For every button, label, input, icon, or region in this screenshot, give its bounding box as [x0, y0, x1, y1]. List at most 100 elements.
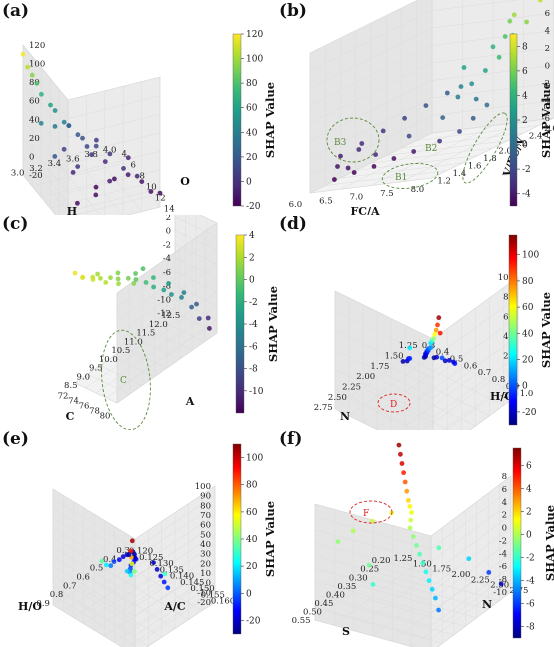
grid-line-z [52, 563, 216, 617]
data-point [148, 189, 154, 194]
data-point [107, 151, 113, 157]
z-tick-label: 40 [29, 115, 40, 125]
data-point [99, 558, 105, 564]
z-tick-label: 10 [200, 569, 211, 579]
data-point [133, 277, 139, 282]
z-tick-label: -8 [163, 282, 171, 292]
data-point [48, 102, 53, 108]
colorbar-tick-label: -2 [526, 553, 535, 563]
data-point [139, 179, 145, 185]
data-point [107, 178, 113, 184]
data-point [345, 165, 351, 171]
z-tick-label: 70 [200, 511, 211, 521]
z-tick-label: -2 [163, 240, 171, 250]
data-point [496, 54, 502, 60]
z-tick-label: -4 [163, 254, 171, 264]
x-tick-label: 2.50 [328, 393, 347, 403]
data-point [486, 570, 492, 575]
colorbar-tick-label: -20 [246, 202, 261, 212]
data-point [38, 120, 44, 126]
grid-line-z [116, 299, 218, 390]
data-point [140, 266, 146, 272]
y-tick-label: 10.0 [99, 355, 118, 365]
data-point [112, 176, 117, 182]
x-tick-label: 3.2 [29, 164, 43, 174]
grid-line-z [116, 271, 218, 362]
annotation-ellipse [326, 117, 380, 163]
points-d [400, 315, 458, 366]
y-tick-label: 11.5 [136, 329, 155, 339]
colorbar-tick-label: 4 [249, 231, 255, 241]
grid-line-z [52, 582, 216, 636]
grid-line-z [52, 495, 216, 549]
z-tick-label: 60 [200, 521, 211, 531]
grid-line-z [52, 601, 216, 647]
colorbar [508, 234, 518, 426]
colorbar-tick-label: 100 [246, 454, 263, 464]
grid-line-z [309, 0, 419, 54]
data-point [108, 275, 113, 281]
z-tick-label: 0 [206, 579, 211, 589]
data-point [70, 170, 76, 175]
data-point [537, 0, 543, 3]
y-tick-label: 0.145 [180, 578, 204, 588]
data-point [98, 275, 103, 281]
colorbar-tick-label: 100 [522, 251, 539, 261]
annotation-D: D [377, 393, 411, 413]
z-tick-label: 2 [166, 215, 171, 223]
data-point [435, 322, 440, 328]
z-tick-label: 0 [29, 152, 34, 162]
colorbar-tick-label: -20 [522, 408, 537, 418]
z-tick-label: 20 [503, 352, 514, 362]
data-point [420, 560, 426, 566]
x-tick-label: 0.8 [50, 590, 64, 600]
colorbar-tick-label: 0 [249, 276, 255, 286]
x-axis-label: N [340, 410, 350, 423]
data-point [128, 572, 134, 578]
scatter3d-f: 0.200.250.300.350.400.450.500.551.251.50… [279, 430, 554, 647]
x-tick-label: 74 [68, 396, 79, 406]
colorbar-tick-label: -20 [246, 616, 261, 626]
y-tick-label: 12.0 [149, 320, 168, 330]
x-tick-label: 0.40 [326, 590, 345, 600]
grid-line-z [116, 216, 218, 307]
y-tick-label: 1.4 [453, 169, 467, 179]
annotation-label: B3 [334, 138, 347, 148]
y-tick-label: 1.75 [432, 565, 451, 575]
data-point [108, 563, 114, 569]
data-point [406, 498, 411, 503]
x-tick-label: 0.9 [36, 599, 50, 609]
grid-line-z [52, 485, 216, 540]
z-tick-label: 0 [166, 227, 171, 237]
z-tick-label: -2 [499, 536, 507, 546]
axes-panes-e [52, 485, 216, 647]
grid-line-z [314, 578, 512, 640]
x-tick-label: 0.50 [303, 608, 322, 618]
data-point [207, 326, 212, 331]
y-tick-label: 9.5 [89, 364, 103, 374]
data-point [124, 568, 130, 574]
data-point [125, 155, 131, 161]
grid-line-z [22, 100, 161, 156]
z-tick-label: -4 [542, 97, 550, 107]
colorbar-tick-label: 0 [526, 530, 532, 540]
data-point [370, 582, 376, 587]
data-point [437, 330, 443, 336]
y-tick-label: 1.25 [394, 554, 413, 564]
grid-line-z [116, 257, 218, 349]
data-point [432, 331, 438, 337]
data-point [338, 153, 343, 159]
panel-label: (b) [279, 1, 307, 21]
grid-line-z [116, 230, 218, 321]
x-tick-label: 0.4 [103, 555, 117, 565]
z-tick-label: 80 [503, 293, 514, 303]
data-point [406, 133, 412, 139]
data-point [444, 90, 450, 96]
annotation-B3: B3 [326, 117, 380, 163]
data-point [143, 280, 149, 285]
data-point [84, 144, 90, 149]
data-point [61, 146, 67, 152]
data-point [409, 510, 414, 515]
data-point [154, 567, 160, 572]
z-tick-label: -6 [499, 562, 507, 572]
